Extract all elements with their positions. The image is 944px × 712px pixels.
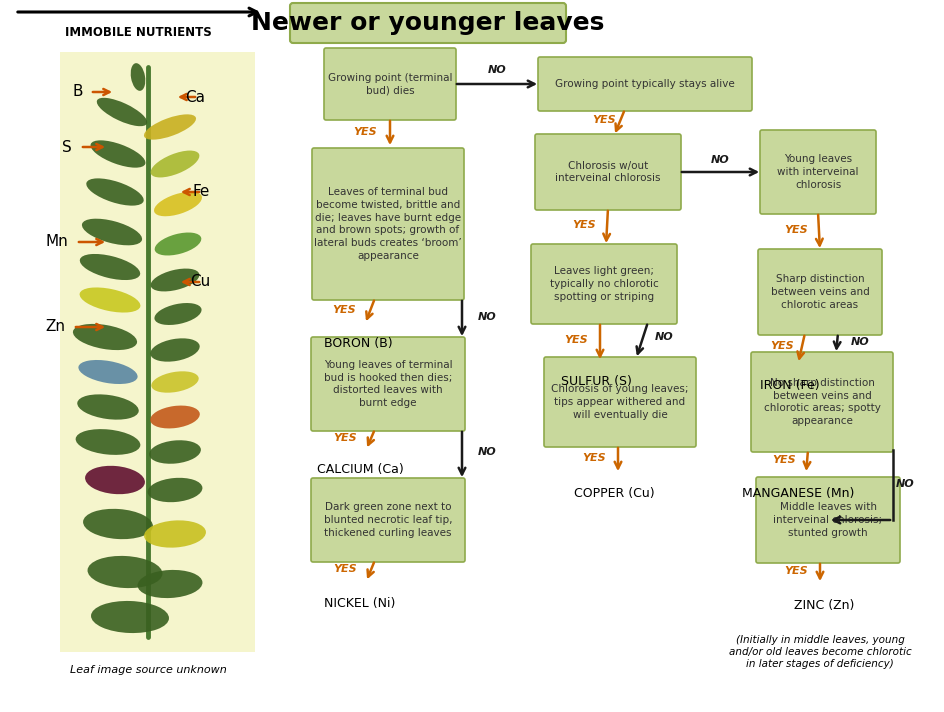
Text: COPPER (Cu): COPPER (Cu) — [573, 488, 653, 501]
Ellipse shape — [78, 360, 138, 384]
Text: Ca: Ca — [185, 90, 205, 105]
Ellipse shape — [149, 440, 201, 464]
Ellipse shape — [91, 140, 145, 167]
Text: YES: YES — [353, 127, 377, 137]
Ellipse shape — [86, 179, 143, 206]
Text: YES: YES — [332, 305, 356, 315]
FancyBboxPatch shape — [290, 3, 565, 43]
Ellipse shape — [154, 303, 201, 325]
Ellipse shape — [147, 478, 202, 502]
Text: NO: NO — [654, 332, 673, 342]
FancyBboxPatch shape — [531, 244, 676, 324]
Ellipse shape — [79, 254, 140, 280]
Text: YES: YES — [769, 341, 793, 351]
Text: IMMOBILE NUTRIENTS: IMMOBILE NUTRIENTS — [64, 26, 211, 38]
Text: Leaf image source unknown: Leaf image source unknown — [70, 665, 227, 675]
Text: S: S — [62, 140, 72, 155]
Text: YES: YES — [784, 225, 807, 235]
Text: Middle leaves with
interveinal chlorosis;
stunted growth: Middle leaves with interveinal chlorosis… — [772, 502, 882, 538]
Text: BORON (B): BORON (B) — [324, 337, 392, 350]
Ellipse shape — [150, 268, 199, 291]
FancyBboxPatch shape — [537, 57, 751, 111]
Text: CALCIUM (Ca): CALCIUM (Ca) — [316, 464, 403, 476]
Text: Fe: Fe — [193, 184, 210, 199]
FancyBboxPatch shape — [755, 477, 899, 563]
Text: B: B — [73, 85, 83, 100]
Ellipse shape — [138, 570, 202, 598]
Ellipse shape — [76, 429, 141, 455]
Text: (Initially in middle leaves, young
and/or old leaves become chlorotic
in later s: (Initially in middle leaves, young and/o… — [728, 635, 910, 669]
Text: NO: NO — [477, 447, 496, 457]
FancyBboxPatch shape — [534, 134, 681, 210]
Text: NO: NO — [710, 155, 729, 165]
Text: Dark green zone next to
blunted necrotic leaf tip,
thickened curling leaves: Dark green zone next to blunted necrotic… — [324, 502, 452, 538]
FancyBboxPatch shape — [324, 48, 456, 120]
Text: Chlorosis of young leaves;
tips appear withered and
will eventually die: Chlorosis of young leaves; tips appear w… — [550, 384, 688, 420]
Ellipse shape — [143, 115, 195, 140]
Text: Young leaves
with interveinal
chlorosis: Young leaves with interveinal chlorosis — [776, 155, 858, 190]
Ellipse shape — [150, 406, 199, 429]
Text: Mn: Mn — [45, 234, 68, 249]
FancyBboxPatch shape — [59, 52, 255, 652]
Text: ZINC (Zn): ZINC (Zn) — [793, 599, 853, 612]
Text: YES: YES — [784, 566, 807, 576]
Text: YES: YES — [771, 455, 795, 465]
Ellipse shape — [150, 150, 199, 177]
Text: Cu: Cu — [190, 275, 210, 290]
FancyBboxPatch shape — [311, 478, 464, 562]
Text: Young leaves of terminal
bud is hooked then dies;
distorted leaves with
burnt ed: Young leaves of terminal bud is hooked t… — [324, 360, 452, 408]
Ellipse shape — [77, 394, 139, 419]
Text: Sharp distinction
between veins and
chlorotic areas: Sharp distinction between veins and chlo… — [769, 274, 868, 310]
Text: YES: YES — [333, 433, 357, 443]
FancyBboxPatch shape — [759, 130, 875, 214]
Text: Zn: Zn — [45, 320, 65, 335]
Ellipse shape — [82, 219, 142, 246]
Ellipse shape — [143, 520, 206, 548]
Ellipse shape — [130, 63, 145, 91]
Ellipse shape — [155, 233, 201, 256]
FancyBboxPatch shape — [544, 357, 696, 447]
Text: NO: NO — [487, 65, 506, 75]
Ellipse shape — [150, 338, 199, 362]
Text: YES: YES — [592, 115, 615, 125]
Text: MANGANESE (Mn): MANGANESE (Mn) — [741, 488, 853, 501]
Ellipse shape — [73, 324, 137, 350]
Text: YES: YES — [333, 564, 357, 574]
FancyBboxPatch shape — [311, 337, 464, 431]
Text: NICKEL (Ni): NICKEL (Ni) — [324, 597, 396, 610]
Text: NO: NO — [477, 312, 496, 322]
FancyBboxPatch shape — [757, 249, 881, 335]
Text: NO: NO — [895, 479, 914, 489]
Ellipse shape — [79, 288, 141, 313]
Text: Leaves of terminal bud
become twisted, brittle and
die; leaves have burnt edge
a: Leaves of terminal bud become twisted, b… — [313, 187, 462, 261]
Text: NO: NO — [850, 337, 868, 347]
Text: YES: YES — [582, 453, 605, 463]
Ellipse shape — [85, 466, 144, 494]
Text: Newer or younger leaves: Newer or younger leaves — [251, 11, 604, 35]
Ellipse shape — [151, 371, 198, 393]
Ellipse shape — [91, 601, 169, 633]
Text: Growing point (terminal
bud) dies: Growing point (terminal bud) dies — [328, 73, 452, 95]
FancyBboxPatch shape — [750, 352, 892, 452]
Ellipse shape — [88, 556, 162, 588]
Text: YES: YES — [564, 335, 587, 345]
Text: Growing point typically stays alive: Growing point typically stays alive — [554, 79, 734, 89]
Text: Chlorosis w/out
interveinal chlorosis: Chlorosis w/out interveinal chlorosis — [555, 161, 660, 184]
Text: IRON (Fe): IRON (Fe) — [759, 379, 819, 392]
Text: SULFUR (S): SULFUR (S) — [560, 375, 631, 389]
Text: Leaves light green;
typically no chlorotic
spotting or striping: Leaves light green; typically no chlorot… — [549, 266, 658, 302]
FancyBboxPatch shape — [312, 148, 464, 300]
Ellipse shape — [154, 192, 202, 216]
Text: YES: YES — [571, 220, 595, 230]
Ellipse shape — [96, 98, 147, 126]
Text: No sharp distinction
between veins and
chlorotic areas; spotty
appearance: No sharp distinction between veins and c… — [763, 378, 880, 426]
Ellipse shape — [83, 509, 153, 539]
